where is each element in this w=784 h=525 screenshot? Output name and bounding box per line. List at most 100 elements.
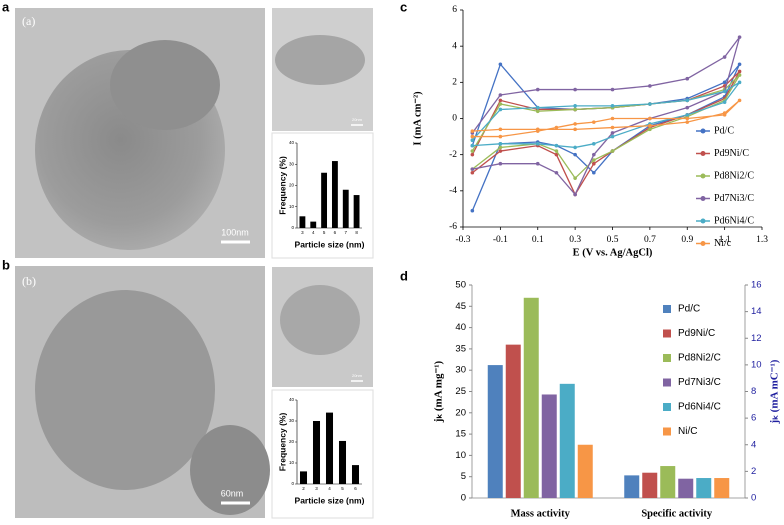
data-point — [648, 127, 652, 132]
y-tick-label: 50 — [455, 280, 466, 291]
data-point — [722, 80, 727, 85]
x-tick-label: 7 — [344, 230, 347, 235]
data-point — [737, 69, 742, 74]
legend-label: Ni/C — [678, 426, 697, 437]
x-tick-label: -0.3 — [455, 235, 470, 245]
y-axis-label: Frequency (%) — [277, 156, 287, 215]
series-line — [471, 36, 741, 196]
data-point — [685, 76, 690, 81]
histogram-box — [271, 389, 374, 519]
x-tick-label: 4 — [312, 230, 315, 235]
data-point — [592, 170, 596, 175]
legend-label: Pd9Ni/C — [714, 148, 749, 159]
data-point — [573, 104, 577, 108]
data-point — [470, 138, 475, 142]
bar — [310, 221, 317, 228]
y-tick-label: -6 — [449, 222, 457, 232]
legend-marker — [700, 151, 706, 156]
y2-tick-label: 0 — [751, 493, 756, 504]
data-point — [648, 123, 652, 128]
data-point — [498, 62, 503, 67]
y-tick-label: 10 — [289, 204, 295, 209]
x-tick-label: 5 — [341, 486, 344, 491]
legend-swatch — [663, 305, 671, 313]
series-line — [471, 81, 741, 149]
data-point — [573, 145, 577, 150]
y-axis-label: I (mA cm⁻²) — [412, 91, 423, 146]
y-tick-label: 6 — [452, 5, 457, 15]
legend-marker — [700, 128, 706, 134]
x-tick-label: 5 — [323, 230, 326, 235]
data-point — [554, 125, 559, 130]
data-point — [535, 109, 540, 114]
data-point — [685, 105, 690, 110]
bar — [321, 172, 328, 228]
legend-label: Pd/C — [714, 125, 734, 136]
data-point — [610, 87, 615, 92]
legend-label: Pd6Ni4/C — [678, 402, 721, 413]
y-tick-label: 5 — [461, 471, 466, 482]
legend-swatch — [663, 427, 671, 436]
data-point — [648, 84, 652, 88]
data-point — [592, 152, 596, 157]
series-line — [471, 62, 741, 211]
data-point — [610, 134, 615, 139]
legend-label: Pd6Ni4/C — [714, 215, 754, 226]
y-tick-label: 30 — [455, 365, 466, 376]
x-tick-label: 6 — [334, 230, 337, 235]
bar — [714, 478, 730, 498]
bar — [541, 394, 557, 498]
data-point — [498, 145, 503, 150]
data-point — [737, 62, 742, 67]
data-point — [737, 98, 742, 103]
data-point — [573, 127, 577, 132]
tem-particle — [110, 40, 220, 130]
data-point — [470, 152, 475, 157]
data-point — [470, 129, 475, 133]
data-point — [592, 120, 596, 124]
y2-tick-label: 4 — [751, 439, 756, 450]
y2-tick-label: 16 — [751, 280, 762, 291]
data-point — [610, 116, 615, 121]
y-tick-label: 20 — [289, 439, 295, 444]
bar — [351, 465, 360, 484]
data-point — [470, 143, 475, 148]
bar — [660, 466, 676, 498]
tem-particle — [35, 290, 215, 490]
scale-bar-label: 20nm — [352, 373, 363, 378]
data-point — [498, 134, 503, 139]
data-point — [722, 113, 727, 117]
bar — [523, 297, 539, 498]
y2-tick-label: 8 — [751, 386, 756, 397]
bar — [342, 189, 349, 228]
y-tick-label: 30 — [289, 161, 295, 166]
scale-bar-label: 60nm — [221, 488, 244, 498]
y2-tick-label: 2 — [751, 466, 756, 477]
x-tick-label: 4 — [328, 486, 331, 491]
legend-label: Pd7Ni3/C — [714, 193, 754, 204]
x-tick-label: 0.5 — [607, 235, 619, 245]
y-tick-label: 4 — [452, 41, 457, 51]
bar — [487, 365, 503, 498]
data-point — [498, 149, 503, 153]
y-tick-label: 35 — [455, 343, 466, 354]
data-point — [737, 35, 742, 39]
y-axis-label: Frequency (%) — [277, 413, 287, 472]
x-axis-label: E (V vs. Ag/AgCl) — [573, 247, 653, 258]
y2-tick-label: 6 — [751, 413, 756, 424]
y-tick-label: 0 — [452, 114, 457, 124]
data-point — [592, 142, 596, 146]
legend-label: Pd8Ni2/C — [678, 353, 721, 364]
data-point — [685, 113, 690, 117]
legend-marker — [700, 241, 706, 246]
panel-label: c — [400, 0, 407, 14]
y-tick-label: -4 — [449, 186, 457, 196]
x-axis-label: Particle size (nm) — [295, 239, 365, 249]
y-tick-label: 45 — [455, 301, 466, 312]
x-tick-label: 0.9 — [681, 235, 693, 245]
data-point — [535, 129, 540, 133]
data-point — [648, 102, 652, 106]
y-tick-label: 40 — [289, 397, 295, 402]
y-tick-label: -2 — [449, 150, 457, 160]
